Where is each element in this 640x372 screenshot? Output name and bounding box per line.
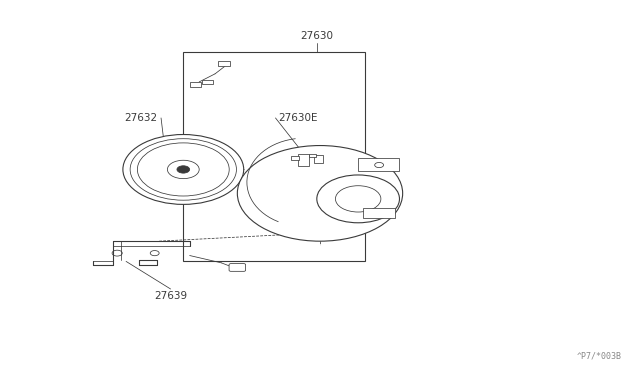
Text: ^P7/*003B: ^P7/*003B (577, 352, 622, 361)
Circle shape (237, 145, 403, 241)
Bar (183, 52, 365, 262)
Bar (202, 80, 212, 84)
Circle shape (123, 135, 244, 204)
Bar (308, 154, 316, 157)
Circle shape (168, 160, 199, 179)
FancyBboxPatch shape (358, 158, 399, 171)
FancyBboxPatch shape (363, 208, 395, 218)
Text: 27639: 27639 (154, 291, 187, 301)
Text: 27632: 27632 (125, 113, 158, 123)
Bar (314, 155, 323, 163)
Bar (298, 154, 309, 166)
Bar (291, 156, 299, 160)
Bar (218, 61, 230, 66)
Text: 27630E: 27630E (278, 113, 318, 123)
Circle shape (177, 166, 189, 173)
Text: 27630: 27630 (300, 31, 333, 41)
FancyBboxPatch shape (229, 264, 246, 271)
Circle shape (317, 175, 399, 223)
Bar (189, 82, 201, 87)
